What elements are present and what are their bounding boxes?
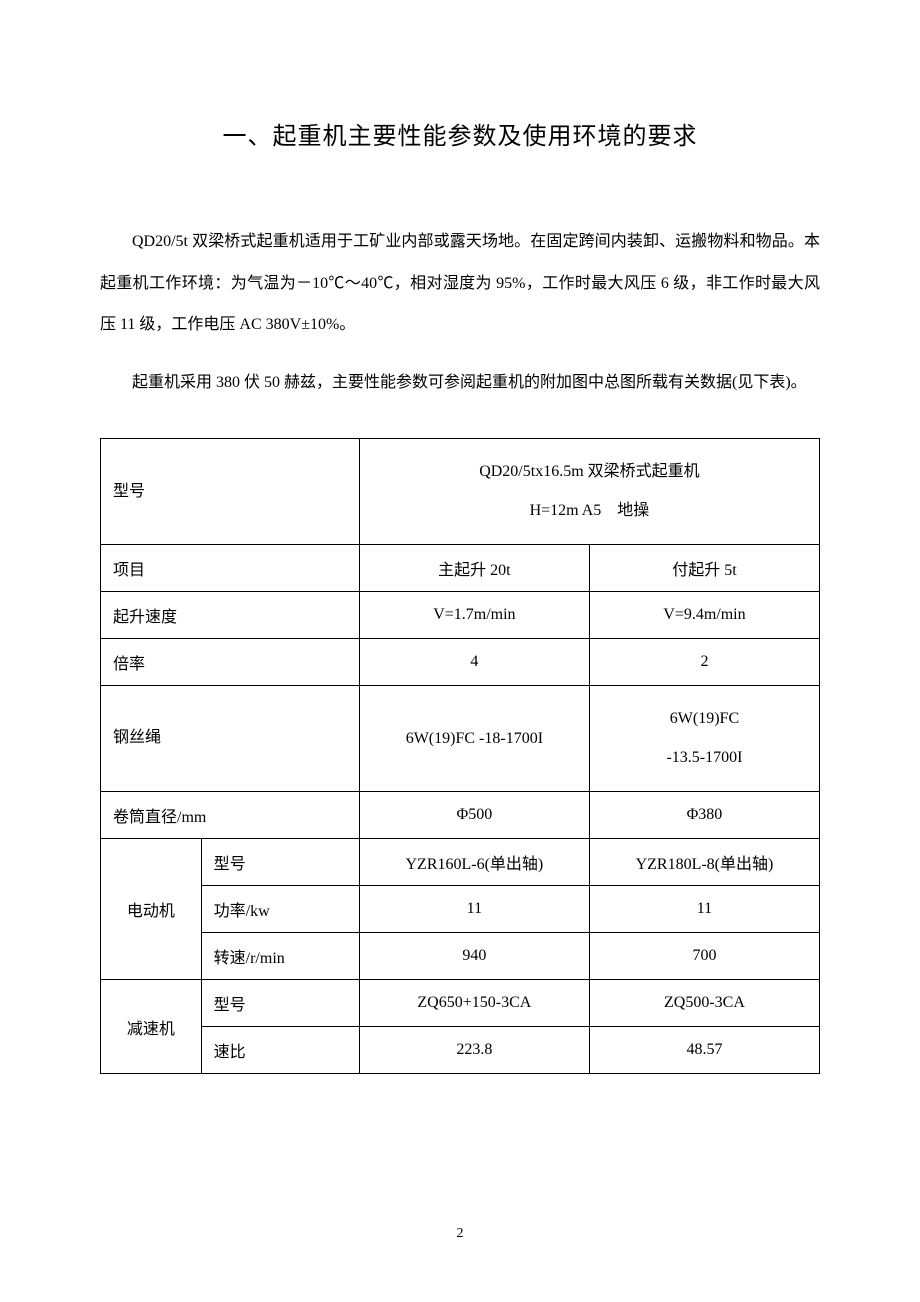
- intro-paragraph-1: QD20/5t 双梁桥式起重机适用于工矿业内部或露天场地。在固定跨间内装卸、运搬…: [100, 221, 820, 346]
- reducer-group-cell: 减速机: [101, 980, 202, 1074]
- speed-main-cell: V=1.7m/min: [359, 592, 589, 639]
- table-row: 转速/r/min 940 700: [101, 933, 820, 980]
- table-row: 减速机 型号 ZQ650+150-3CA ZQ500-3CA: [101, 980, 820, 1027]
- table-row: 倍率 4 2: [101, 639, 820, 686]
- motor-power-label-cell: 功率/kw: [201, 886, 359, 933]
- rope-main-cell: 6W(19)FC -18-1700I: [359, 686, 589, 792]
- table-row: 型号 QD20/5tx16.5m 双梁桥式起重机 H=12m A5 地操: [101, 439, 820, 545]
- motor-rpm-aux-cell: 700: [589, 933, 819, 980]
- motor-model-aux-cell: YZR180L-8(单出轴): [589, 839, 819, 886]
- model-value-cell: QD20/5tx16.5m 双梁桥式起重机 H=12m A5 地操: [359, 439, 819, 545]
- reducer-ratio-label-cell: 速比: [201, 1027, 359, 1074]
- table-row: 速比 223.8 48.57: [101, 1027, 820, 1074]
- rope-aux-line1: 6W(19)FC: [602, 700, 807, 738]
- ratio-aux-cell: 2: [589, 639, 819, 686]
- reducer-model-aux-cell: ZQ500-3CA: [589, 980, 819, 1027]
- motor-rpm-main-cell: 940: [359, 933, 589, 980]
- table-row: 功率/kw 11 11: [101, 886, 820, 933]
- motor-power-main-cell: 11: [359, 886, 589, 933]
- model-value-line1: QD20/5tx16.5m 双梁桥式起重机: [372, 453, 807, 491]
- ratio-main-cell: 4: [359, 639, 589, 686]
- motor-rpm-label-cell: 转速/r/min: [201, 933, 359, 980]
- reducer-ratio-main-cell: 223.8: [359, 1027, 589, 1074]
- drum-aux-cell: Φ380: [589, 792, 819, 839]
- table-row: 电动机 型号 YZR160L-6(单出轴) YZR180L-8(单出轴): [101, 839, 820, 886]
- rope-aux-line2: -13.5-1700I: [602, 739, 807, 777]
- item-aux-cell: 付起升 5t: [589, 545, 819, 592]
- motor-power-aux-cell: 11: [589, 886, 819, 933]
- reducer-model-label-cell: 型号: [201, 980, 359, 1027]
- reducer-model-main-cell: ZQ650+150-3CA: [359, 980, 589, 1027]
- table-row: 钢丝绳 6W(19)FC -18-1700I 6W(19)FC -13.5-17…: [101, 686, 820, 792]
- speed-label-cell: 起升速度: [101, 592, 360, 639]
- item-label-cell: 项目: [101, 545, 360, 592]
- motor-group-cell: 电动机: [101, 839, 202, 980]
- model-label-cell: 型号: [101, 439, 360, 545]
- model-value-line2: H=12m A5 地操: [372, 492, 807, 530]
- spec-table: 型号 QD20/5tx16.5m 双梁桥式起重机 H=12m A5 地操 项目 …: [100, 438, 820, 1074]
- drum-label-cell: 卷筒直径/mm: [101, 792, 360, 839]
- ratio-label-cell: 倍率: [101, 639, 360, 686]
- intro-paragraph-2: 起重机采用 380 伏 50 赫兹，主要性能参数可参阅起重机的附加图中总图所载有…: [100, 362, 820, 404]
- table-row: 卷筒直径/mm Φ500 Φ380: [101, 792, 820, 839]
- page-content: 一、起重机主要性能参数及使用环境的要求 QD20/5t 双梁桥式起重机适用于工矿…: [0, 0, 920, 1114]
- rope-label-cell: 钢丝绳: [101, 686, 360, 792]
- section-title: 一、起重机主要性能参数及使用环境的要求: [100, 116, 820, 151]
- drum-main-cell: Φ500: [359, 792, 589, 839]
- page-number: 2: [0, 1226, 920, 1242]
- spec-table-wrapper: 型号 QD20/5tx16.5m 双梁桥式起重机 H=12m A5 地操 项目 …: [100, 438, 820, 1074]
- item-main-cell: 主起升 20t: [359, 545, 589, 592]
- motor-model-main-cell: YZR160L-6(单出轴): [359, 839, 589, 886]
- table-row: 起升速度 V=1.7m/min V=9.4m/min: [101, 592, 820, 639]
- table-row: 项目 主起升 20t 付起升 5t: [101, 545, 820, 592]
- motor-model-label-cell: 型号: [201, 839, 359, 886]
- speed-aux-cell: V=9.4m/min: [589, 592, 819, 639]
- rope-aux-cell: 6W(19)FC -13.5-1700I: [589, 686, 819, 792]
- reducer-ratio-aux-cell: 48.57: [589, 1027, 819, 1074]
